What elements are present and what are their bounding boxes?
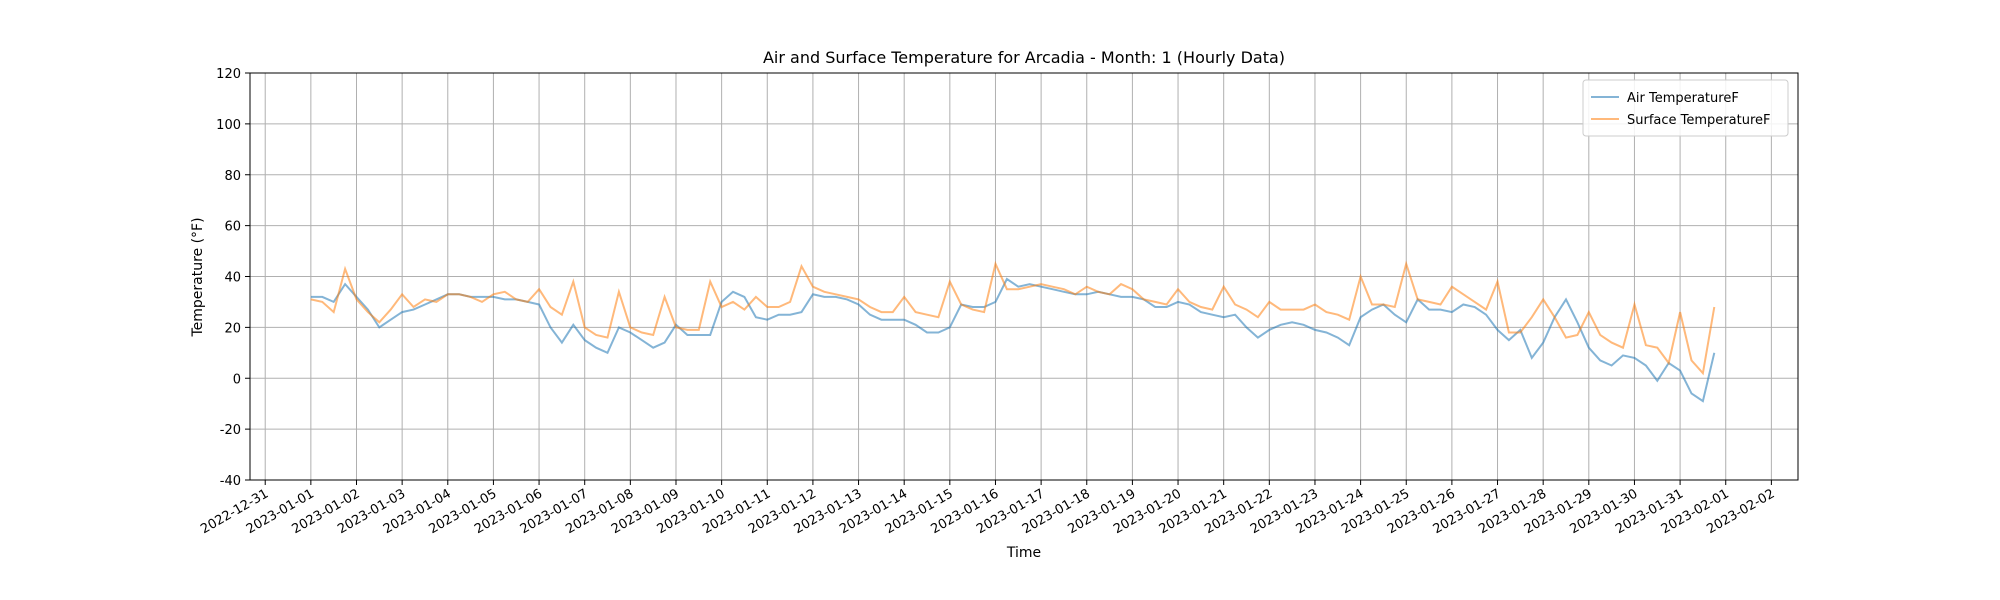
y-tick-label: 0 — [233, 372, 241, 387]
y-tick-label: 60 — [224, 220, 241, 235]
legend-label: Air TemperatureF — [1627, 91, 1739, 106]
legend: Air TemperatureF Surface TemperatureF — [1582, 79, 1789, 137]
legend-box — [1582, 79, 1789, 137]
series-line — [310, 260, 1716, 376]
y-tick-label: 40 — [224, 271, 241, 286]
chart-title: Air and Surface Temperature for Arcadia … — [763, 48, 1285, 67]
series-line — [310, 277, 1716, 403]
y-tick-label: 80 — [224, 169, 241, 184]
y-tick-label: -40 — [220, 474, 241, 489]
legend-label: Surface TemperatureF — [1627, 113, 1770, 128]
y-tick-label: 20 — [224, 321, 241, 336]
y-tick-label: -20 — [220, 423, 241, 438]
y-tick-label: 100 — [216, 118, 241, 133]
plot-frame — [249, 72, 1799, 481]
y-axis-label: Temperature (°F) — [190, 217, 206, 337]
x-axis-label: Time — [1006, 545, 1041, 561]
y-tick-label: 120 — [216, 67, 241, 82]
